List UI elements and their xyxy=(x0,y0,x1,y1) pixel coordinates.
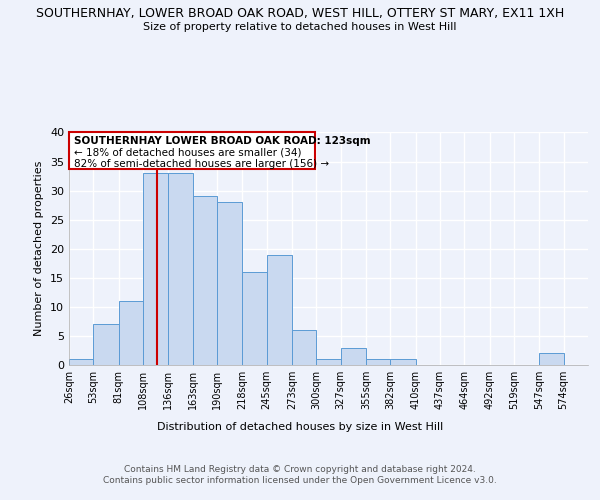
Bar xyxy=(168,173,193,365)
Bar xyxy=(391,359,416,365)
Bar xyxy=(94,324,119,365)
Text: Contains HM Land Registry data © Crown copyright and database right 2024.: Contains HM Land Registry data © Crown c… xyxy=(124,465,476,474)
Bar xyxy=(217,202,242,365)
Bar xyxy=(539,354,563,365)
Bar xyxy=(316,359,341,365)
Bar xyxy=(119,301,143,365)
Bar xyxy=(69,359,94,365)
FancyBboxPatch shape xyxy=(69,132,314,168)
Text: Contains public sector information licensed under the Open Government Licence v3: Contains public sector information licen… xyxy=(103,476,497,485)
Y-axis label: Number of detached properties: Number of detached properties xyxy=(34,161,44,336)
Text: ← 18% of detached houses are smaller (34): ← 18% of detached houses are smaller (34… xyxy=(74,148,301,158)
Text: SOUTHERNHAY LOWER BROAD OAK ROAD: 123sqm: SOUTHERNHAY LOWER BROAD OAK ROAD: 123sqm xyxy=(74,136,370,146)
Bar xyxy=(292,330,316,365)
Bar xyxy=(266,254,292,365)
Bar xyxy=(143,173,168,365)
Bar xyxy=(193,196,217,365)
Bar xyxy=(341,348,366,365)
Text: Size of property relative to detached houses in West Hill: Size of property relative to detached ho… xyxy=(143,22,457,32)
Text: 82% of semi-detached houses are larger (156) →: 82% of semi-detached houses are larger (… xyxy=(74,158,329,168)
Bar xyxy=(366,359,391,365)
Text: Distribution of detached houses by size in West Hill: Distribution of detached houses by size … xyxy=(157,422,443,432)
Text: SOUTHERNHAY, LOWER BROAD OAK ROAD, WEST HILL, OTTERY ST MARY, EX11 1XH: SOUTHERNHAY, LOWER BROAD OAK ROAD, WEST … xyxy=(36,8,564,20)
Bar xyxy=(242,272,266,365)
